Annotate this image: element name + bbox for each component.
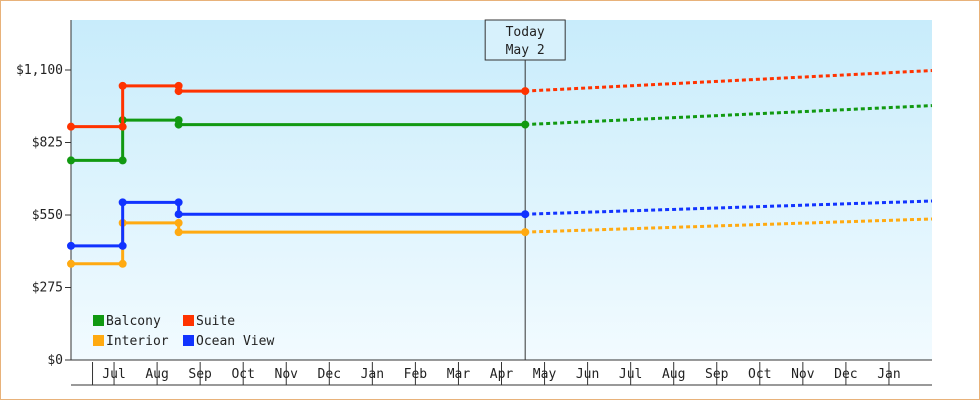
data-point [174,218,183,227]
series-forecast-ocean-view [525,199,933,216]
data-point [521,120,530,129]
legend-label: Suite [196,314,235,329]
legend-swatch [183,315,194,326]
y-axis: $0 $275 $550 $825 $1,100 [16,20,72,368]
data-point [174,120,183,129]
legend-label: Ocean View [196,334,274,349]
today-marker: Today May 2 [484,19,566,360]
data-point [174,210,183,219]
x-tick-label: Aug [662,367,685,382]
x-tick-label: Jan [361,367,384,382]
x-tick-label: Jul [619,367,642,382]
y-tick-label: $275 [32,281,63,296]
data-point [67,241,75,250]
legend-label: Interior [106,334,169,349]
x-tick-label: Dec [318,367,341,382]
data-point [521,210,530,219]
x-tick-label: Jul [102,367,125,382]
y-tick-label: $825 [32,136,63,151]
data-point [67,156,75,165]
legend-label: Balcony [106,314,161,329]
data-point [118,198,127,207]
today-date: May 2 [506,43,545,58]
x-tick-label: Jan [877,367,900,382]
x-tick-label: Oct [231,367,254,382]
data-point [174,228,183,237]
legend-item-balcony: Balcony [93,314,161,329]
legend: Balcony Suite Interior Ocean View [93,314,274,349]
data-point [118,81,127,90]
series-lines [67,69,933,268]
x-tick-label: Apr [490,367,514,382]
data-point [118,259,127,268]
x-tick-label: May [533,367,557,382]
x-tick-label: Nov [275,367,299,382]
x-tick-label: Oct [748,367,771,382]
y-tick-label: $550 [32,208,63,223]
x-tick-label: Dec [834,367,857,382]
data-point [118,122,127,131]
legend-swatch [93,335,104,346]
x-tick-label: Jun [576,367,599,382]
y-tick-label: $1,100 [16,63,63,78]
series-forecast-interior [525,217,933,234]
data-point [67,259,75,268]
legend-item-interior: Interior [93,334,169,349]
series-line-ocean-view [71,200,526,248]
series-line-interior [71,221,526,266]
series-ocean-view [67,198,933,250]
today-label: Today [506,25,545,40]
data-point [521,228,530,237]
data-point [174,87,183,96]
legend-item-suite: Suite [183,314,235,329]
x-tick-label: Mar [447,367,471,382]
x-tick-label: Feb [404,367,428,382]
data-point [521,87,530,96]
data-point [118,156,127,165]
series-line-suite [71,84,526,129]
legend-swatch [93,315,104,326]
series-balcony [67,104,933,165]
data-point [118,241,127,250]
x-tick-label: Nov [791,367,815,382]
y-tick-label: $0 [47,353,63,368]
series-forecast-balcony [525,104,933,127]
data-point [67,122,75,131]
legend-swatch [183,335,194,346]
series-suite [67,69,933,131]
legend-item-ocean-view: Ocean View [183,334,274,349]
series-interior [67,217,933,268]
series-forecast-suite [525,69,933,93]
x-tick-label: Sep [188,367,212,382]
series-line-balcony [71,118,526,162]
today-label-box [484,19,566,61]
x-axis: Jul Aug Sep Oct Nov Dec Jan Feb Mar Apr May Jun Jul A… [71,359,932,386]
x-tick-label: Aug [145,367,168,382]
x-tick-label: Sep [705,367,729,382]
plot-background [71,20,932,360]
data-point [174,198,183,207]
